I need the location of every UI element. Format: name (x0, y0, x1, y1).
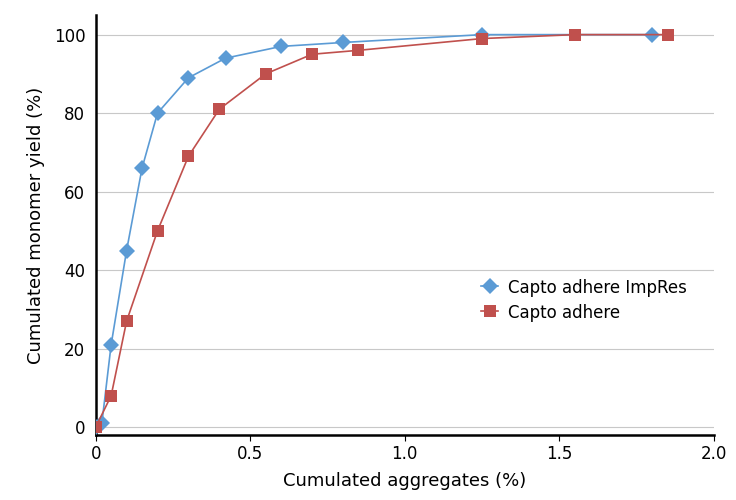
Legend: Capto adhere ImpRes, Capto adhere: Capto adhere ImpRes, Capto adhere (481, 279, 687, 322)
Capto adhere ImpRes (339, 40, 347, 46)
Capto adhere (107, 392, 116, 398)
Capto adhere (184, 154, 193, 160)
Capto adhere (308, 52, 316, 58)
Capto adhere ImpRes (153, 110, 162, 116)
Capto adhere (570, 32, 579, 38)
Capto adhere ImpRes (648, 32, 657, 38)
Capto adhere (261, 71, 270, 77)
Capto adhere ImpRes (122, 248, 131, 254)
Capto adhere (91, 424, 100, 430)
Capto adhere ImpRes (91, 424, 100, 430)
Line: Capto adhere: Capto adhere (90, 29, 673, 432)
Capto adhere (478, 36, 486, 42)
Capto adhere ImpRes (277, 44, 286, 50)
Capto adhere ImpRes (478, 32, 486, 38)
Capto adhere (215, 106, 224, 112)
Capto adhere ImpRes (107, 342, 116, 347)
Capto adhere (663, 32, 672, 38)
X-axis label: Cumulated aggregates (%): Cumulated aggregates (%) (283, 472, 526, 490)
Capto adhere ImpRes (184, 75, 193, 81)
Line: Capto adhere ImpRes: Capto adhere ImpRes (90, 29, 658, 432)
Capto adhere (354, 48, 363, 54)
Capto adhere ImpRes (97, 420, 106, 426)
Y-axis label: Cumulated monomer yield (%): Cumulated monomer yield (%) (27, 86, 46, 364)
Capto adhere ImpRes (221, 55, 230, 61)
Capto adhere (122, 318, 131, 324)
Capto adhere (153, 228, 162, 234)
Capto adhere ImpRes (138, 165, 146, 171)
